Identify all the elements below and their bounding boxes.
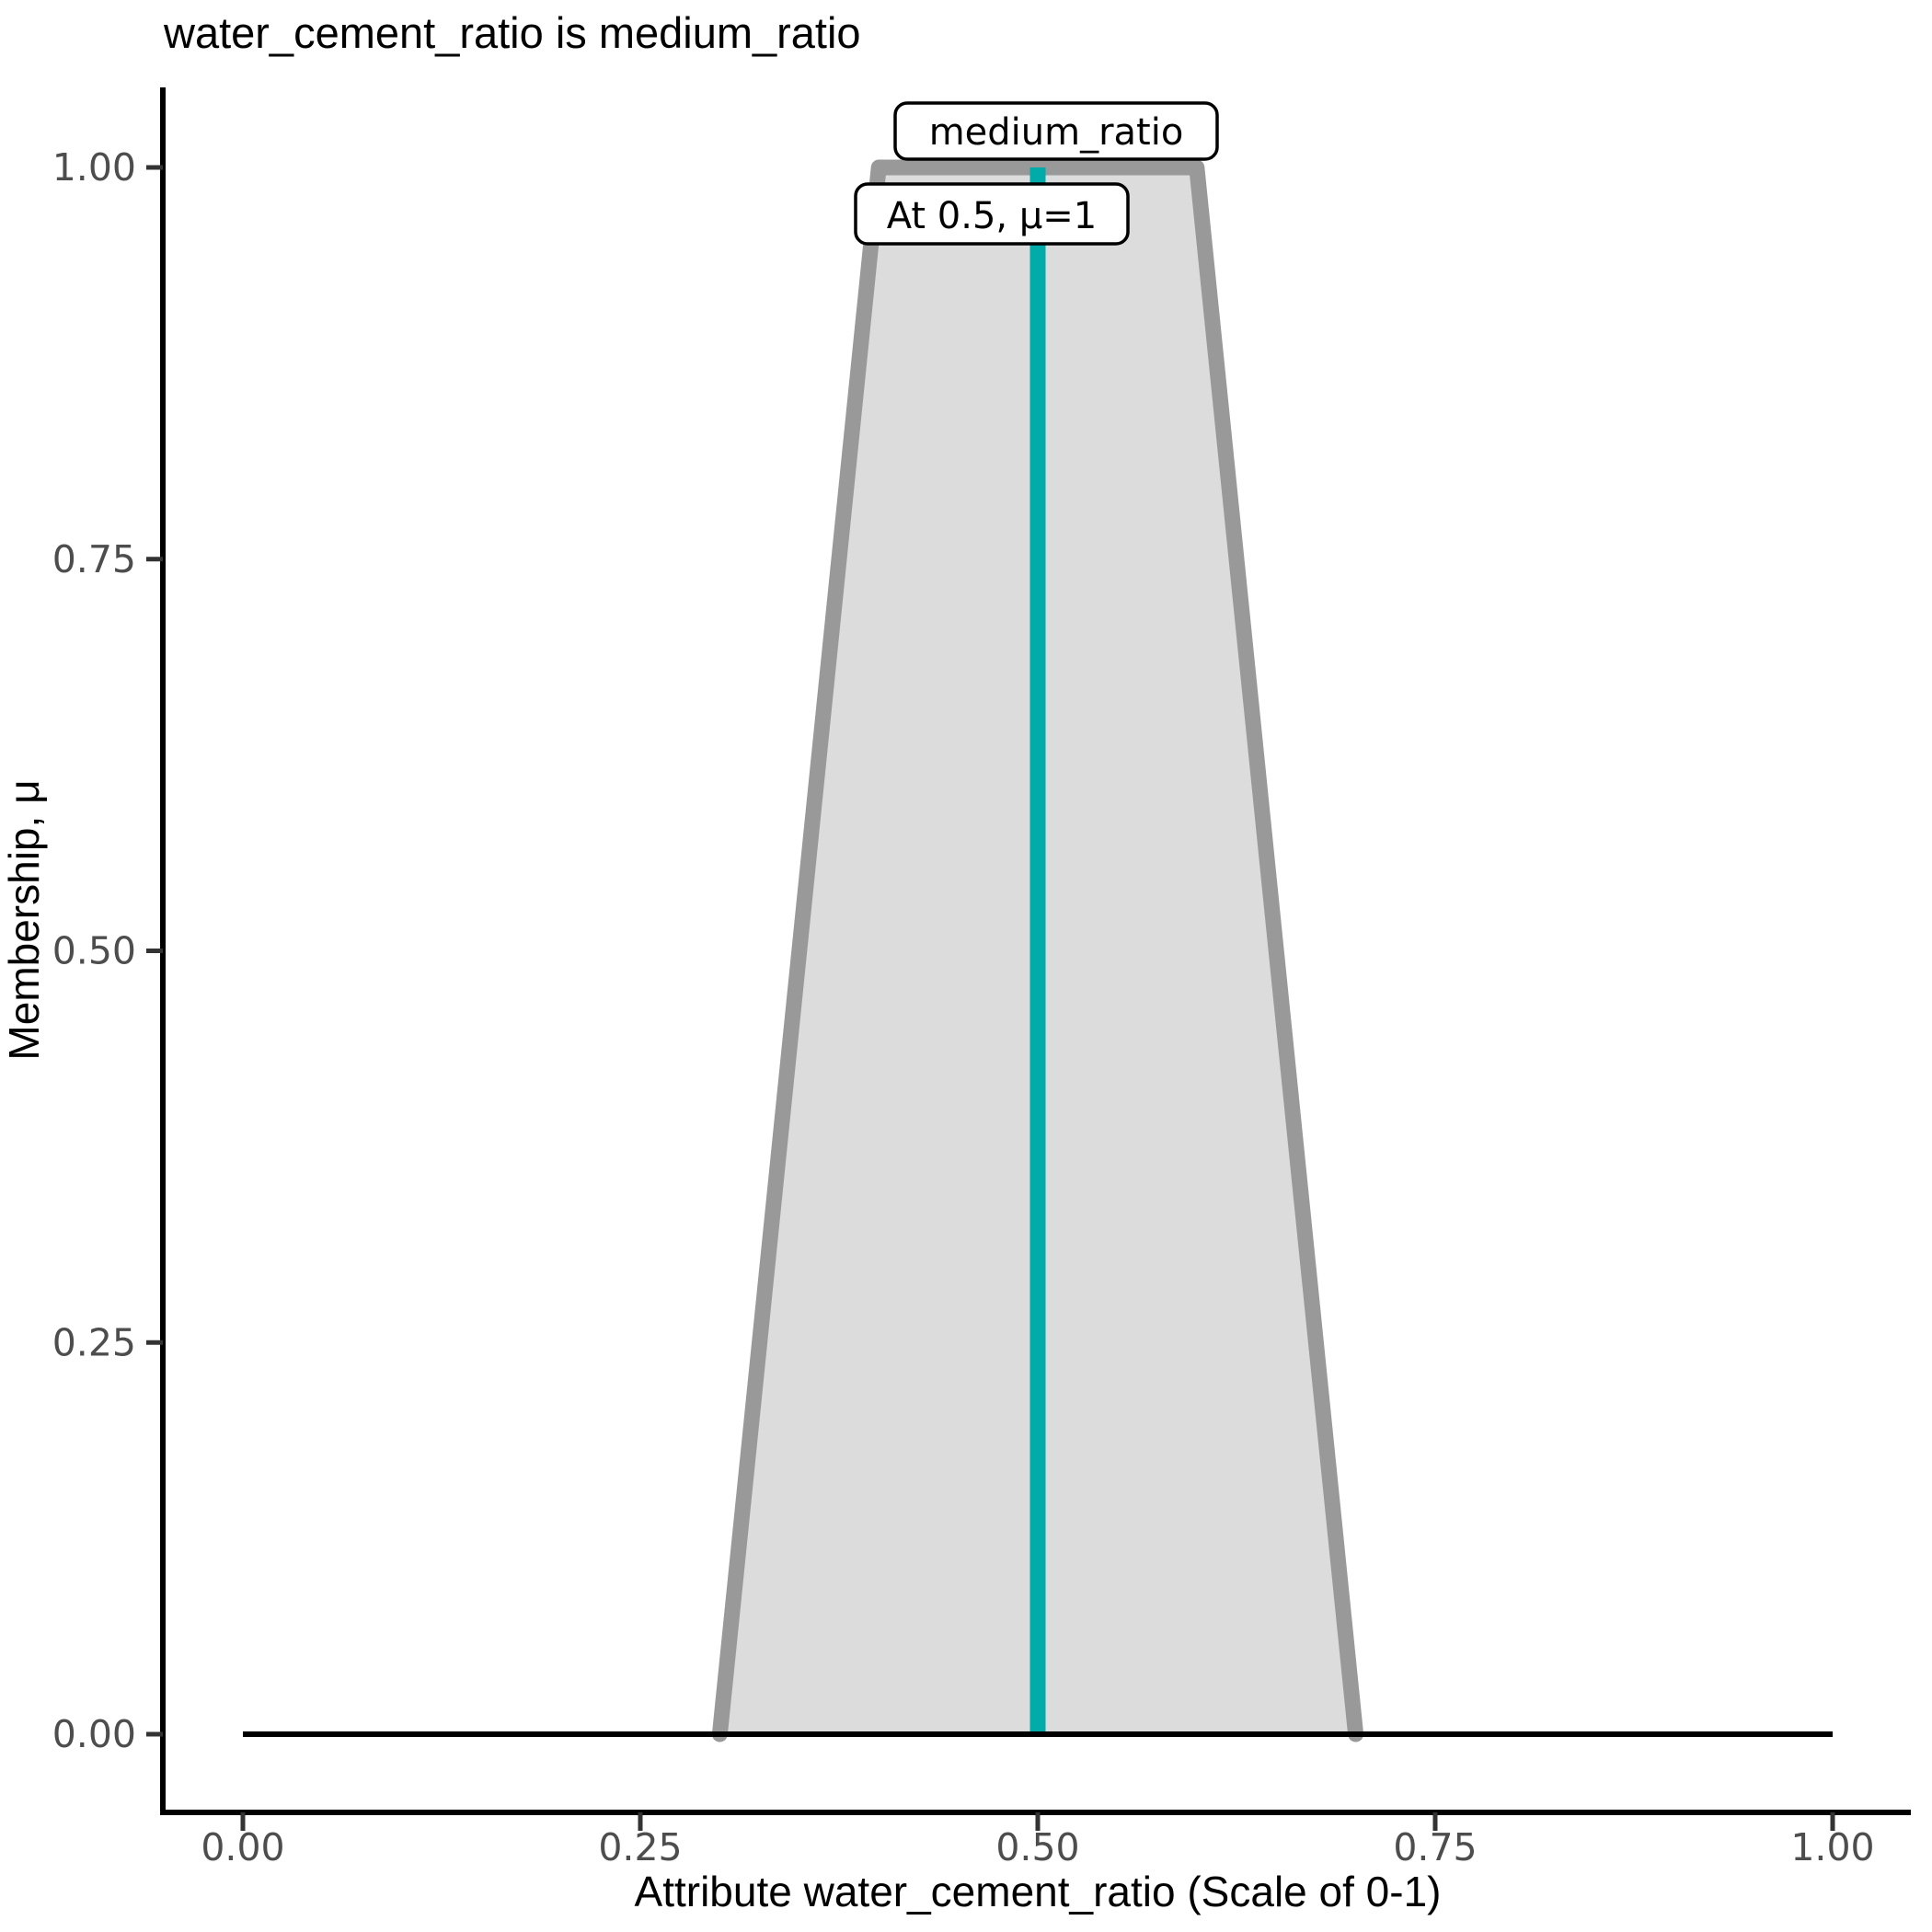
- y-tick-label: 1.00: [52, 145, 136, 190]
- y-tick-label: 0.50: [52, 929, 136, 973]
- x-tick-label: 0.25: [598, 1825, 682, 1869]
- y-axis-label: Membership, μ: [0, 779, 48, 1060]
- crisp-annotation: At 0.5, μ=1: [854, 182, 1130, 246]
- x-tick-label: 0.75: [1393, 1825, 1477, 1869]
- crisp-annotation-box: [854, 182, 1130, 246]
- x-tick-label: 0.00: [201, 1825, 284, 1869]
- plot-panel: [243, 159, 1833, 1742]
- x-axis-label: Attribute water_cement_ratio (Scale of 0…: [635, 1868, 1442, 1915]
- y-tick-label: 0.00: [52, 1712, 136, 1756]
- crisp-annotation-text: At 0.5, μ=1: [887, 195, 1098, 237]
- x-tick-label: 1.00: [1790, 1825, 1874, 1869]
- y-tick-label: 0.75: [52, 537, 136, 581]
- chart-title: water_cement_ratio is medium_ratio: [163, 8, 861, 57]
- x-axis-ticks: 0.00 0.25 0.50 0.75 1.00: [201, 1812, 1875, 1869]
- x-tick-label: 0.50: [995, 1825, 1079, 1869]
- term-label-text: medium_ratio: [929, 111, 1184, 154]
- term-label-box: [893, 101, 1219, 161]
- y-tick-label: 0.25: [52, 1320, 136, 1364]
- term-label: medium_ratio: [893, 101, 1219, 161]
- y-axis-ticks: 0.00 0.25 0.50 0.75 1.00: [52, 145, 163, 1756]
